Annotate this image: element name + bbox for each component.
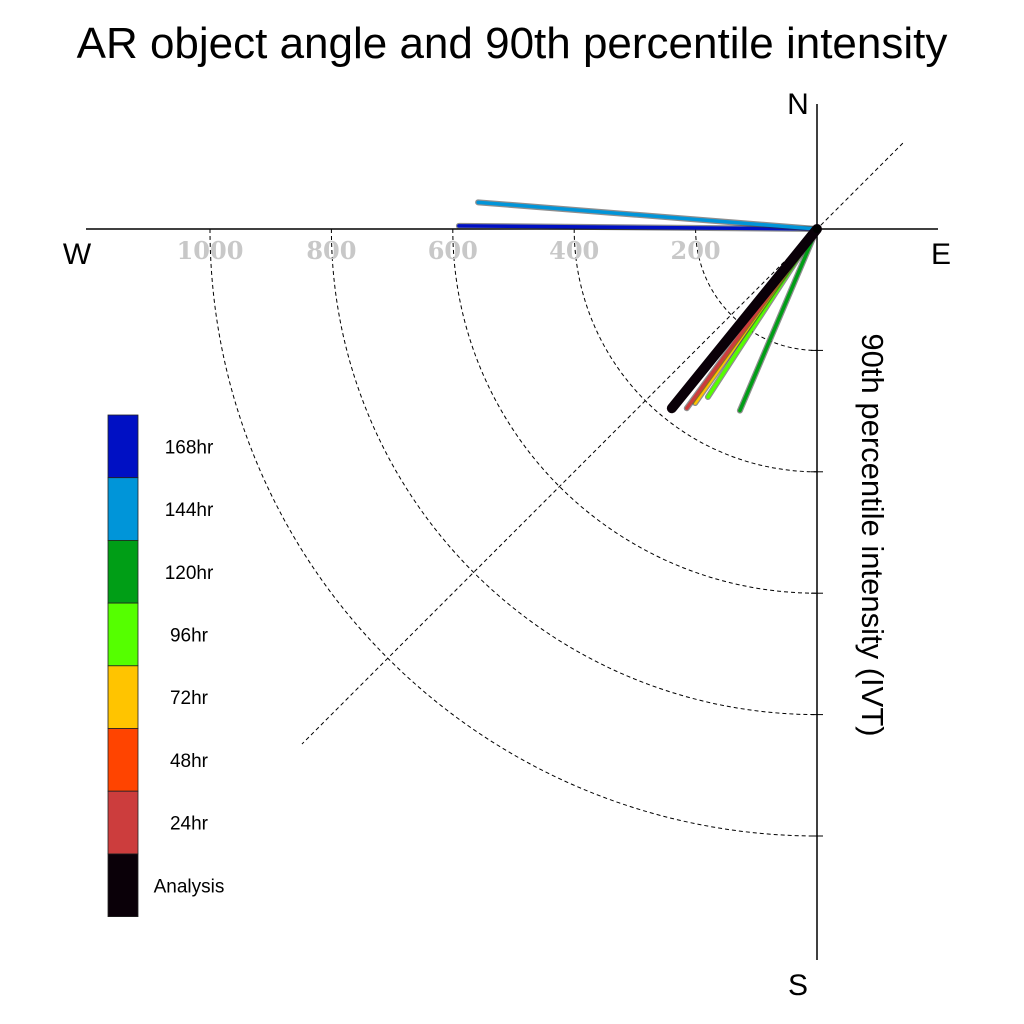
legend: 168hr 144hr 120hr 96hr 72hr 48hr 24hr Analysis: [107, 414, 225, 918]
vector-144hr: [476, 200, 819, 231]
radial-tick-label-200: 200: [671, 236, 721, 265]
legend-label-72hr: 72hr: [170, 688, 209, 709]
legend-swatch-120hr: [107, 540, 139, 604]
legend-label-24hr: 24hr: [170, 814, 209, 835]
vector-120hr: [738, 227, 819, 413]
radial-tick-labels: 200 400 600 800 1000: [177, 236, 721, 265]
compass-south-label: S: [788, 969, 808, 1002]
radial-tick-label-400: 400: [549, 236, 599, 265]
legend-swatch-168hr: [107, 414, 139, 479]
compass-east-label: E: [931, 238, 951, 271]
legend-swatch-96hr: [107, 602, 139, 667]
radial-tick-label-800: 800: [306, 236, 356, 265]
legend-swatch-144hr: [107, 477, 139, 541]
legend-label-96hr: 96hr: [170, 625, 209, 646]
legend-label-48hr: 48hr: [170, 751, 209, 772]
range-ring-800: [330, 228, 818, 716]
series-vectors: [455, 199, 822, 414]
vector-168hr: [457, 224, 819, 231]
compass-west-label: W: [63, 238, 92, 271]
legend-label-120hr: 120hr: [165, 563, 214, 584]
radial-axis-label: 90th percentile intensity (IVT): [855, 333, 890, 736]
origin-point: [813, 225, 821, 233]
legend-label-144hr: 144hr: [165, 500, 214, 521]
legend-swatch-24hr: [107, 790, 139, 855]
legend-label-analysis: Analysis: [154, 876, 225, 897]
radial-tick-label-1000: 1000: [177, 236, 244, 265]
chart-title: AR object angle and 90th percentile inte…: [77, 19, 948, 68]
range-ring-600: [452, 228, 818, 594]
legend-swatch-72hr: [107, 665, 139, 729]
compass-north-label: N: [787, 88, 809, 121]
legend-label-168hr: 168hr: [165, 437, 214, 458]
range-ring-200: [695, 228, 818, 351]
legend-swatch-48hr: [107, 728, 139, 792]
legend-swatch-analysis: [107, 853, 139, 918]
vector-analysis: [667, 225, 821, 413]
radial-tick-label-600: 600: [428, 236, 478, 265]
